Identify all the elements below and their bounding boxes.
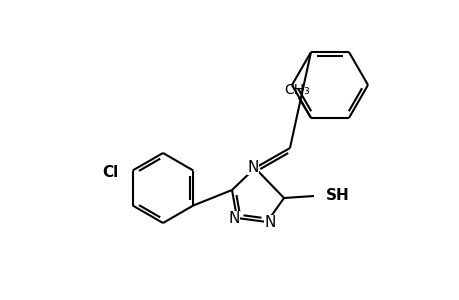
Text: N: N [264, 215, 275, 230]
Text: SH: SH [325, 188, 349, 203]
Text: Cl: Cl [102, 165, 118, 180]
Text: N: N [228, 212, 239, 226]
Text: N: N [247, 160, 258, 175]
Text: CH₃: CH₃ [284, 83, 309, 97]
